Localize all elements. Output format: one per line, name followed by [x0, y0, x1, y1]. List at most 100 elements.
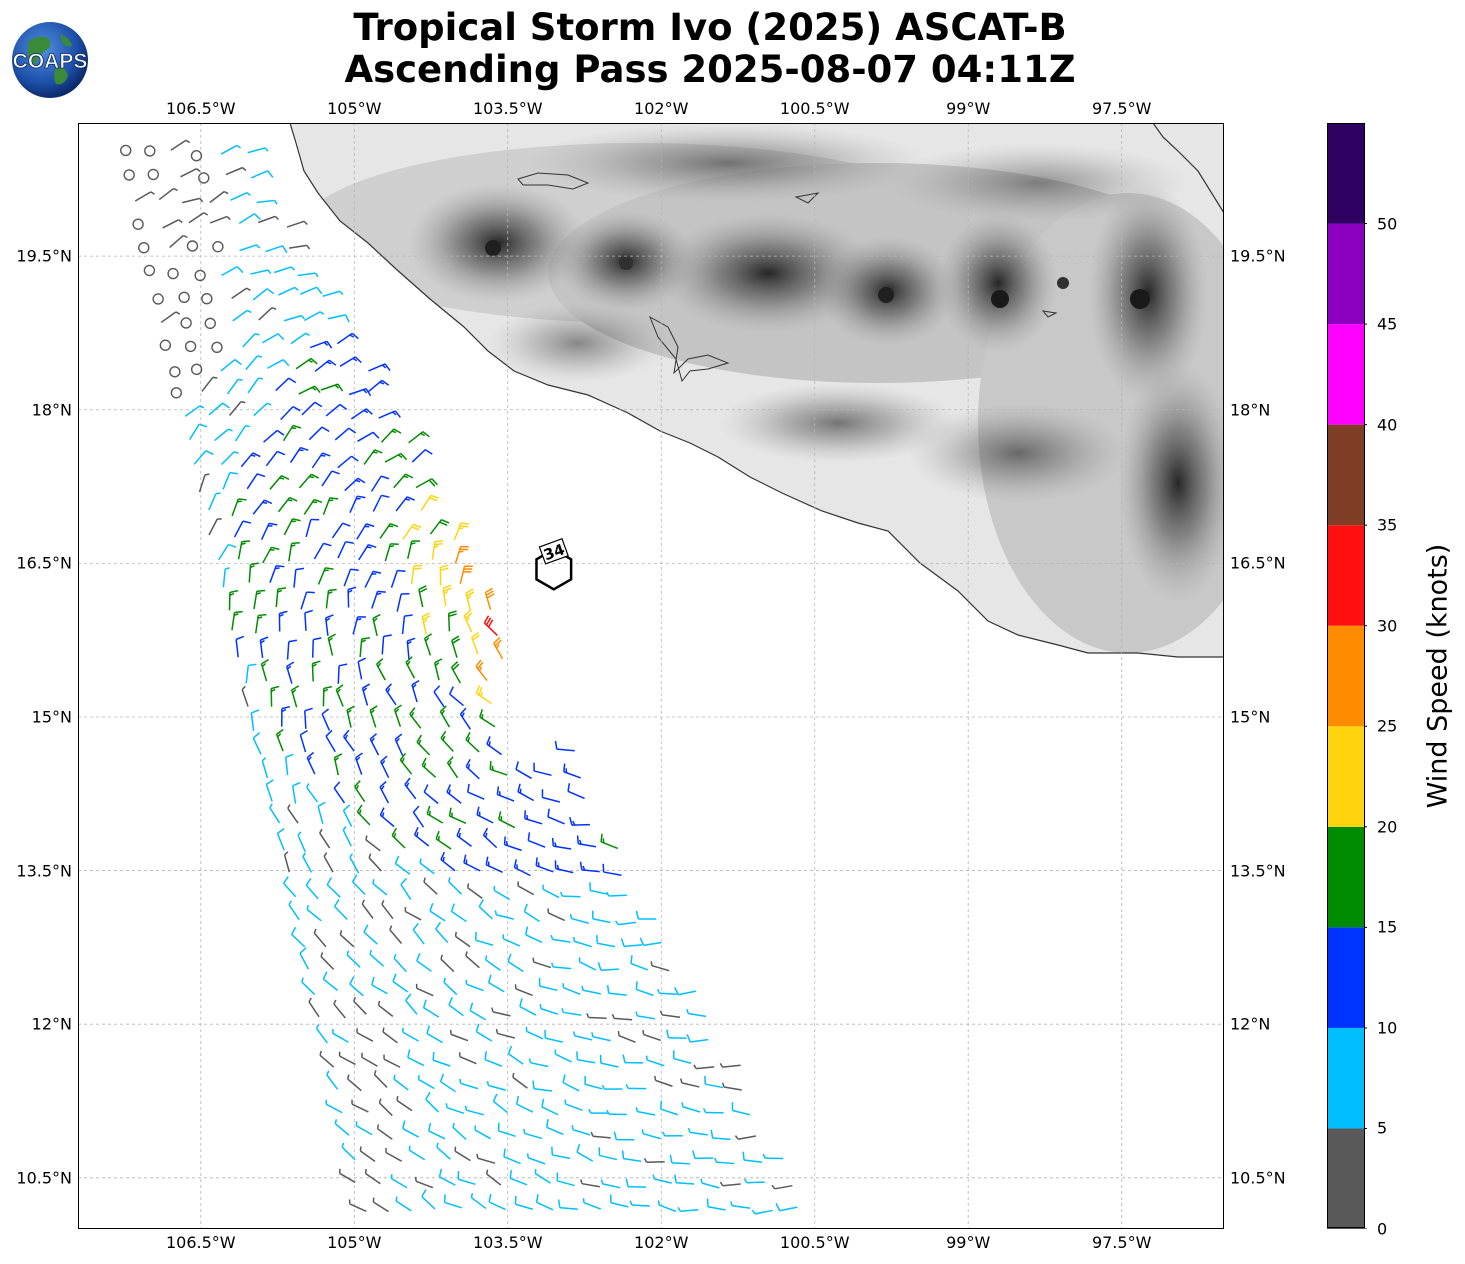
wind-barb: [349, 976, 364, 997]
wind-barb: [541, 789, 561, 803]
wind-barb: [384, 452, 408, 463]
wind-barb: [262, 546, 280, 564]
wind-barb: [454, 545, 469, 564]
wind-barb: [334, 1119, 350, 1136]
lat-tick-label: 18°N: [31, 400, 72, 420]
wind-barb: [178, 291, 190, 304]
wind-barb: [231, 287, 251, 299]
wind-barb: [569, 914, 590, 924]
wind-barb: [523, 903, 540, 923]
wind-barb: [220, 358, 242, 372]
wind-barb: [182, 197, 204, 204]
wind-barb: [421, 757, 437, 778]
wind-barb: [326, 1070, 339, 1090]
wind-barb: [479, 709, 496, 728]
wind-barb: [228, 400, 246, 416]
wind-barb: [449, 686, 464, 707]
lon-tick-label: 102°W: [634, 99, 689, 118]
wind-barb: [384, 543, 399, 562]
wind-barb: [401, 1120, 419, 1138]
wind-barb: [285, 661, 295, 684]
colorbar-tick-label: 20: [1377, 817, 1398, 837]
wind-barb: [379, 522, 399, 539]
wind-barb: [275, 377, 297, 392]
coaps-logo: COAPS: [12, 22, 88, 98]
wind-barb: [408, 431, 430, 444]
wind-barb: [415, 478, 438, 489]
wind-barb: [253, 589, 266, 610]
wind-barb: [325, 1099, 343, 1114]
wind-barb: [331, 522, 351, 539]
lon-tick-label: 100.5°W: [779, 1233, 850, 1252]
wind-barb: [546, 1119, 564, 1136]
wind-barb: [458, 1052, 477, 1065]
wind-barb: [412, 805, 425, 828]
lon-tick-label: 102°W: [634, 1233, 689, 1252]
lon-tick-label: 105°W: [327, 99, 382, 118]
wind-barb: [286, 639, 298, 660]
wind-barb: [562, 1074, 580, 1092]
wind-barb: [474, 931, 494, 946]
wind-barb: [492, 1093, 509, 1114]
wind-barb: [336, 332, 359, 345]
wind-barb: [396, 593, 410, 612]
wind-barb: [365, 835, 381, 852]
wind-barb: [762, 1153, 784, 1160]
wind-barb: [306, 751, 316, 775]
wind-barb: [440, 730, 454, 752]
wind-barb: [343, 568, 359, 587]
wind-barb: [547, 808, 565, 825]
wind-barb: [368, 363, 391, 372]
wind-barb: [431, 540, 444, 560]
wind-barb: [401, 614, 413, 635]
wind-barb: [485, 856, 503, 874]
wind-barb: [429, 903, 446, 922]
wind-barb: [563, 763, 581, 779]
wind-barb: [601, 1084, 623, 1090]
wind-barb: [334, 427, 357, 441]
wind-barb: [369, 705, 378, 728]
wind-barb: [463, 854, 481, 872]
wind-barb: [686, 1009, 707, 1018]
wind-barb: [591, 910, 611, 924]
wind-barb: [447, 877, 462, 895]
wind-barb: [478, 899, 493, 920]
wind-barb: [523, 1128, 543, 1140]
wind-barb: [578, 957, 597, 971]
wind-barb: [719, 1062, 741, 1068]
wind-barb: [419, 858, 435, 875]
wind-barb: [378, 1098, 393, 1117]
wind-barb: [494, 910, 514, 920]
wind-barb: [364, 1168, 381, 1185]
wind-barb: [180, 168, 201, 178]
wind-barbs: [120, 139, 798, 1215]
wind-barb: [361, 1052, 378, 1067]
wind-barb: [277, 496, 298, 513]
wind-barb: [652, 1174, 672, 1184]
lat-tick-label: 10.5°N: [1230, 1168, 1286, 1188]
wind-barb: [327, 633, 336, 656]
wind-barb: [288, 244, 311, 250]
wind-barb: [349, 853, 360, 874]
wind-barb: [385, 683, 397, 706]
wind-barb: [710, 1129, 731, 1141]
wind-barb: [369, 949, 385, 967]
wind-barb: [335, 684, 344, 707]
lat-tick-label: 12°N: [1230, 1014, 1271, 1034]
lon-tick-label: 106.5°W: [165, 99, 236, 118]
wind-barb: [385, 1147, 402, 1162]
wind-barb: [429, 519, 450, 535]
wind-barb: [383, 1054, 401, 1068]
wind-barb: [408, 1145, 426, 1161]
wind-barb: [160, 311, 181, 324]
wind-barb: [346, 705, 355, 728]
lon-tick-label: 103.5°W: [472, 99, 543, 118]
lon-tick-label: 99°W: [946, 99, 991, 118]
wind-barb: [246, 473, 266, 490]
wind-barb: [415, 983, 434, 997]
wind-barb: [287, 804, 299, 824]
wind-barb: [379, 780, 390, 804]
wind-barb: [681, 1102, 701, 1113]
lon-tick-label: 97.5°W: [1091, 1233, 1152, 1252]
wind-barb: [380, 755, 390, 779]
